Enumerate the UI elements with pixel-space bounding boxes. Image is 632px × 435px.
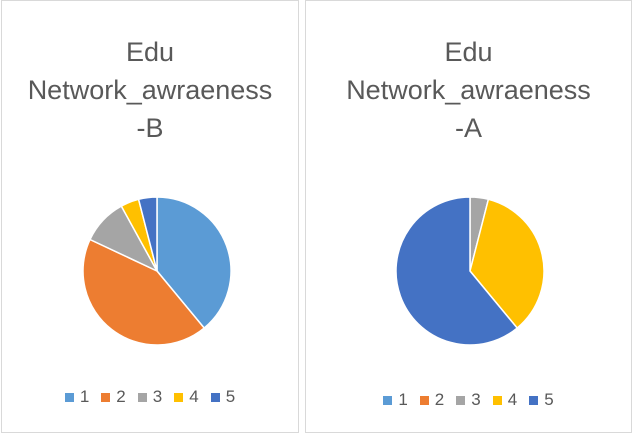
legend-swatch <box>456 395 466 405</box>
legend-item: 1 <box>64 387 90 407</box>
pie-slice <box>395 196 519 346</box>
legend-item: 5 <box>529 390 554 410</box>
legend: 1 2 3 4 5 <box>306 390 631 410</box>
legend-item: 3 <box>456 390 481 410</box>
legend-label: 3 <box>152 387 163 406</box>
legend-item: 2 <box>419 390 445 410</box>
legend-swatch <box>492 395 502 405</box>
chart-title: Edu Network_awraeness-A <box>346 37 591 143</box>
pie <box>82 196 232 346</box>
legend: 1 2 3 4 5 <box>2 387 298 407</box>
legend-swatch <box>419 395 429 405</box>
legend-item: 5 <box>210 387 236 407</box>
pie-slice <box>469 198 545 330</box>
legend-item: 3 <box>137 387 163 407</box>
chart-panel: Edu Network_awraeness-A 1 2 3 4 5 <box>305 0 632 433</box>
legend-item: 4 <box>174 387 199 407</box>
pie-slice <box>82 238 206 346</box>
legend-label: 1 <box>398 390 408 409</box>
legend-label: 1 <box>79 387 90 406</box>
legend-item: 1 <box>383 390 408 410</box>
legend-label: 2 <box>116 387 126 406</box>
legend-label: 4 <box>189 387 199 406</box>
legend-item: 4 <box>492 390 518 410</box>
legend-label: 5 <box>544 390 554 409</box>
pie-slice <box>156 196 232 330</box>
pie-slice <box>137 196 158 272</box>
legend-swatch <box>101 392 111 402</box>
legend-swatch <box>529 395 539 405</box>
legend-swatch <box>210 392 220 402</box>
chart-panel: Edu Network_awraeness-B 1 2 3 4 5 <box>1 0 299 433</box>
legend-swatch <box>137 392 147 402</box>
legend-swatch <box>174 392 184 402</box>
legend-label: 5 <box>225 387 236 406</box>
legend-label: 3 <box>471 390 481 409</box>
legend-item: 2 <box>101 387 126 407</box>
legend-label: 2 <box>434 390 445 409</box>
pie <box>395 196 545 346</box>
legend-swatch <box>64 392 74 402</box>
legend-swatch <box>383 395 393 405</box>
legend-label: 4 <box>507 390 518 409</box>
chart-title: Edu Network_awraeness-B <box>27 37 273 143</box>
